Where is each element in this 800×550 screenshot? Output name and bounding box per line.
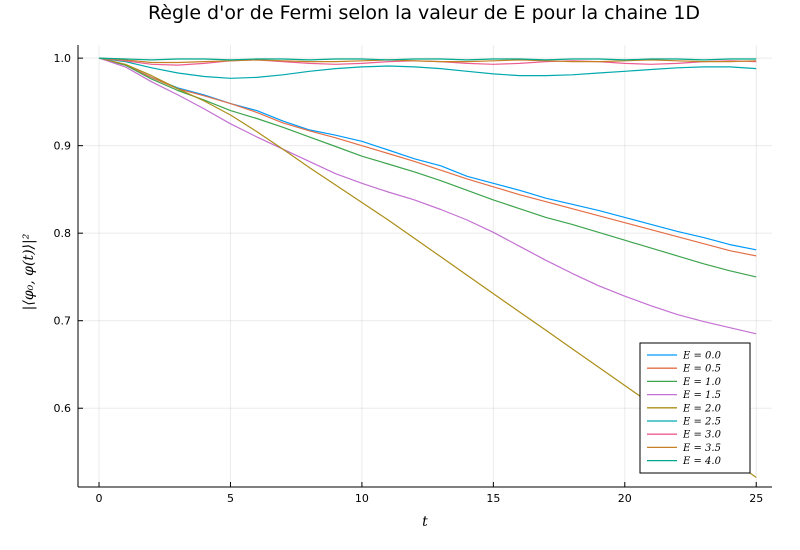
- y-tick-label: 1.0: [54, 52, 72, 65]
- series-line-2: [98, 57, 757, 278]
- axes: [77, 45, 772, 488]
- y-tick-label: 0.7: [54, 315, 72, 328]
- x-tick-label: 15: [486, 492, 500, 505]
- legend-label: E = 0.0: [682, 351, 722, 362]
- series-line-1: [98, 57, 757, 257]
- series-line-3: [98, 57, 757, 335]
- y-axis-label: |⟨φ₀, φ(t)⟩|²: [21, 233, 37, 310]
- legend-label: E = 1.0: [682, 377, 722, 388]
- legend-label: E = 1.5: [682, 390, 721, 401]
- x-tick-label: 5: [227, 492, 234, 505]
- tick-labels: 0 5 10 15 20 25 0.6 0.7 0.8 0.9 1.0: [54, 52, 764, 505]
- x-axis-label: t: [422, 514, 428, 530]
- y-tick-label: 0.9: [54, 140, 72, 153]
- grid: [78, 45, 772, 487]
- series-line-0: [98, 57, 757, 251]
- chart-title: Règle d'or de Fermi selon la valeur de E…: [148, 2, 700, 24]
- x-tick-label: 0: [96, 492, 103, 505]
- plot-lines: [98, 57, 757, 478]
- y-tick-label: 0.6: [54, 402, 72, 415]
- legend-label: E = 2.5: [682, 417, 721, 428]
- legend-label: E = 4.0: [682, 456, 722, 467]
- legend-label: E = 2.0: [682, 403, 722, 414]
- series-line-5: [98, 57, 757, 79]
- legend: E = 0.0 E = 0.5 E = 1.0 E = 1.5 E = 2.0 E = 2…: [639, 342, 751, 474]
- x-tick-label: 25: [749, 492, 763, 505]
- series-line-7: [98, 57, 757, 64]
- legend-label: E = 0.5: [682, 364, 721, 375]
- y-tick-label: 0.8: [54, 227, 72, 240]
- legend-label: E = 3.0: [682, 430, 722, 441]
- x-tick-label: 10: [355, 492, 369, 505]
- legend-label: E = 3.5: [682, 443, 721, 454]
- series-line-8: [98, 57, 757, 61]
- x-tick-label: 20: [618, 492, 632, 505]
